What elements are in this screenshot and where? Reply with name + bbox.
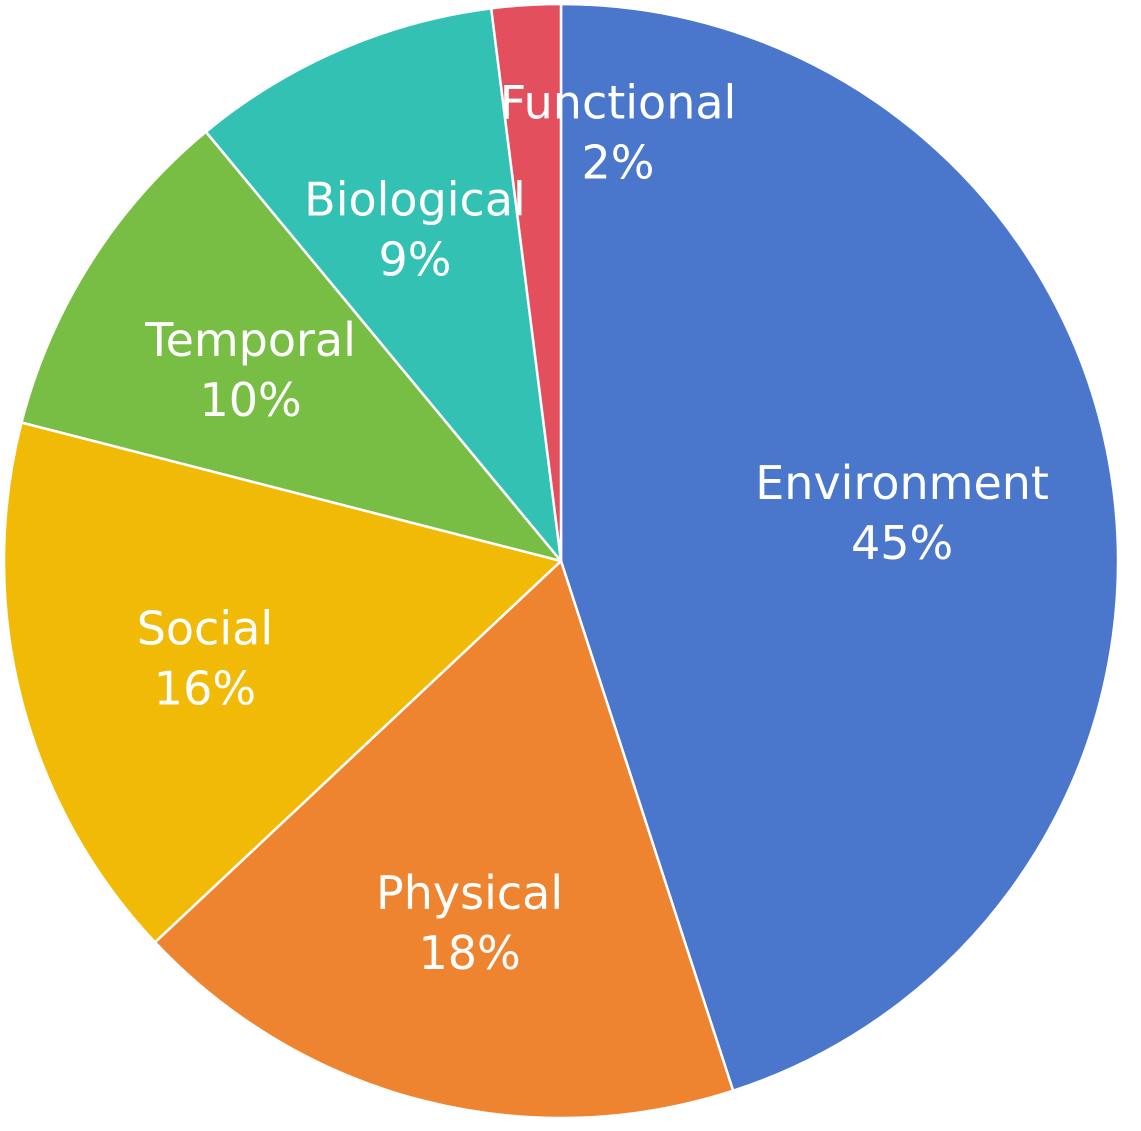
slice-label-functional: Functional — [500, 75, 737, 129]
slice-value-social: 16% — [154, 661, 256, 715]
slice-label-biological: Biological — [304, 173, 526, 227]
pie-slice-functional — [489, 2, 563, 563]
slice-value-functional: 2% — [582, 135, 655, 189]
slice-value-physical: 18% — [418, 926, 520, 980]
slice-label-social: Social — [137, 601, 273, 655]
pie-slice-social — [2, 421, 563, 944]
pie-slice-environment — [559, 2, 1120, 1092]
slice-label-environment: Environment — [755, 456, 1049, 510]
slice-value-temporal: 10% — [199, 373, 301, 427]
slice-value-environment: 45% — [851, 516, 953, 570]
slice-label-temporal: Temporal — [144, 313, 356, 367]
slices-layer — [2, 2, 1120, 1120]
pie-slice-biological — [204, 7, 563, 563]
pie-slice-temporal — [20, 130, 563, 563]
slice-value-biological: 9% — [379, 233, 452, 287]
slice-label-physical: Physical — [376, 866, 563, 920]
pie-slice-physical — [153, 559, 735, 1120]
labels-layer: Environment 45% Physical 18% Social 16% Tempor… — [137, 75, 1049, 980]
